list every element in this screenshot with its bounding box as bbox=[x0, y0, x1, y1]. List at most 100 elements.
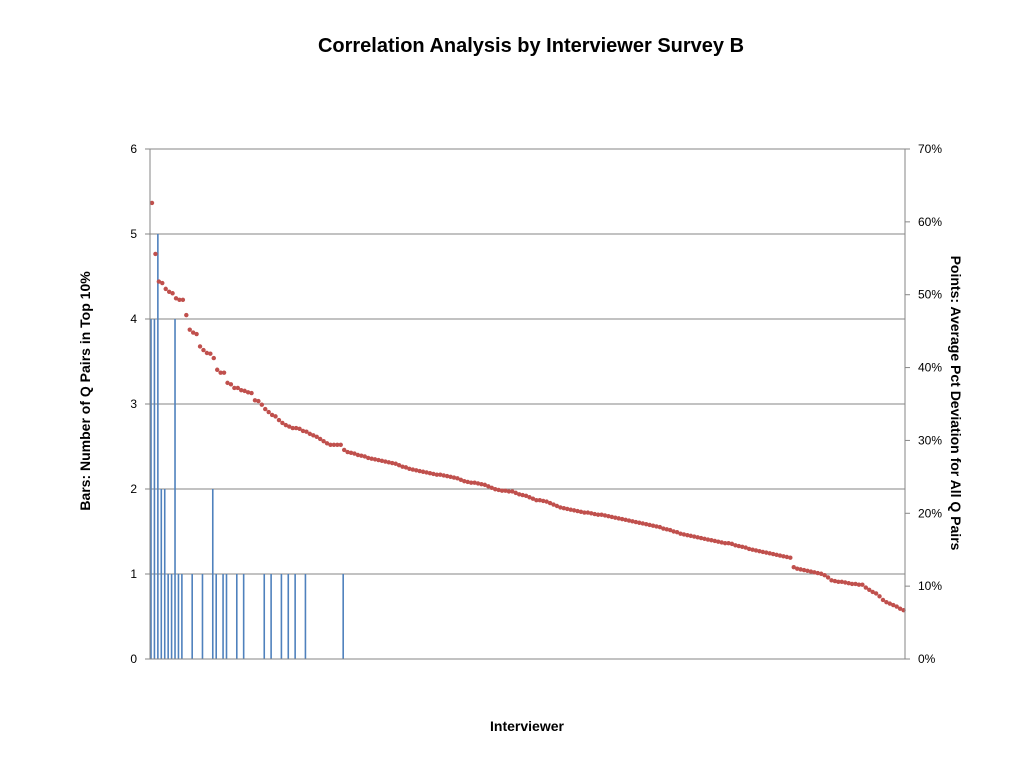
data-point bbox=[664, 527, 669, 532]
data-point bbox=[613, 515, 618, 520]
data-point bbox=[455, 476, 460, 481]
data-point bbox=[767, 551, 772, 556]
left-tick-label: 1 bbox=[130, 567, 137, 581]
data-point bbox=[743, 545, 748, 550]
right-tick-label: 50% bbox=[918, 288, 942, 302]
data-point bbox=[208, 351, 213, 356]
data-point bbox=[486, 484, 491, 489]
data-point bbox=[894, 604, 899, 609]
data-point bbox=[190, 330, 196, 335]
data-point bbox=[496, 487, 501, 493]
data-point bbox=[530, 496, 536, 501]
data-point bbox=[184, 312, 189, 318]
data-point bbox=[753, 548, 759, 553]
data-point bbox=[637, 520, 642, 525]
y-axis-left-label: Bars: Number of Q Pairs in Top 10% bbox=[77, 271, 93, 511]
data-point bbox=[774, 552, 779, 558]
data-point bbox=[376, 457, 381, 463]
data-point bbox=[348, 450, 354, 456]
data-point bbox=[462, 479, 467, 484]
data-point bbox=[681, 532, 687, 537]
data-point bbox=[846, 581, 851, 586]
data-point bbox=[657, 524, 663, 530]
data-point bbox=[499, 488, 505, 493]
data-point bbox=[372, 457, 378, 462]
data-point bbox=[424, 470, 429, 475]
data-point bbox=[760, 549, 766, 555]
data-point bbox=[856, 582, 862, 587]
data-point bbox=[551, 502, 556, 507]
data-point bbox=[825, 575, 831, 580]
data-point bbox=[479, 481, 484, 487]
data-point bbox=[547, 500, 553, 506]
data-point bbox=[599, 512, 604, 517]
right-tick-label: 40% bbox=[918, 361, 942, 375]
data-point bbox=[722, 540, 728, 546]
data-point bbox=[156, 279, 162, 284]
data-point bbox=[643, 522, 649, 527]
data-point bbox=[592, 511, 597, 517]
data-point bbox=[719, 540, 724, 545]
data-point bbox=[698, 535, 704, 541]
left-tick-label: 5 bbox=[130, 227, 137, 241]
data-point bbox=[283, 422, 289, 428]
data-point bbox=[441, 473, 446, 478]
data-point bbox=[585, 510, 591, 515]
data-point bbox=[355, 452, 361, 458]
data-point bbox=[877, 594, 882, 599]
data-point bbox=[688, 533, 693, 539]
data-point bbox=[873, 591, 879, 596]
data-point bbox=[798, 567, 803, 572]
data-point bbox=[194, 331, 199, 337]
data-point bbox=[400, 464, 405, 469]
data-point bbox=[239, 387, 244, 393]
data-point bbox=[746, 546, 752, 552]
data-point bbox=[880, 597, 886, 603]
data-point bbox=[740, 544, 745, 549]
data-point bbox=[513, 490, 518, 496]
data-point bbox=[647, 522, 652, 528]
data-point bbox=[750, 547, 755, 552]
data-point bbox=[273, 414, 278, 419]
data-point bbox=[393, 461, 398, 466]
data-point bbox=[225, 380, 230, 386]
data-point bbox=[369, 456, 374, 461]
data-point bbox=[266, 409, 271, 415]
data-point bbox=[558, 505, 563, 510]
data-point bbox=[328, 442, 333, 447]
data-point bbox=[163, 286, 168, 292]
data-point bbox=[245, 390, 251, 395]
data-point bbox=[407, 466, 412, 472]
data-point bbox=[668, 527, 673, 533]
data-point bbox=[218, 370, 223, 375]
data-point bbox=[565, 506, 570, 512]
data-point bbox=[777, 553, 783, 558]
data-point bbox=[685, 532, 690, 538]
data-point bbox=[729, 541, 735, 547]
data-point bbox=[510, 489, 515, 494]
data-point bbox=[472, 480, 477, 485]
data-point bbox=[602, 513, 608, 518]
data-point bbox=[887, 601, 893, 606]
data-point bbox=[448, 474, 453, 480]
data-point bbox=[815, 570, 820, 576]
data-point bbox=[232, 385, 237, 391]
data-point bbox=[311, 433, 316, 438]
data-point bbox=[420, 469, 426, 474]
data-point bbox=[589, 511, 594, 516]
data-point bbox=[554, 503, 560, 509]
data-point bbox=[571, 508, 577, 513]
left-tick-label: 2 bbox=[130, 482, 137, 496]
data-point bbox=[609, 514, 615, 520]
data-point bbox=[431, 471, 436, 477]
data-point bbox=[650, 523, 656, 528]
data-point bbox=[770, 551, 776, 557]
data-point bbox=[726, 540, 731, 546]
data-point bbox=[396, 463, 402, 468]
data-point bbox=[692, 534, 697, 539]
data-point bbox=[523, 493, 529, 498]
data-point bbox=[331, 442, 337, 447]
data-point bbox=[444, 473, 450, 479]
data-point bbox=[211, 355, 216, 361]
right-tick-label: 60% bbox=[918, 215, 942, 229]
